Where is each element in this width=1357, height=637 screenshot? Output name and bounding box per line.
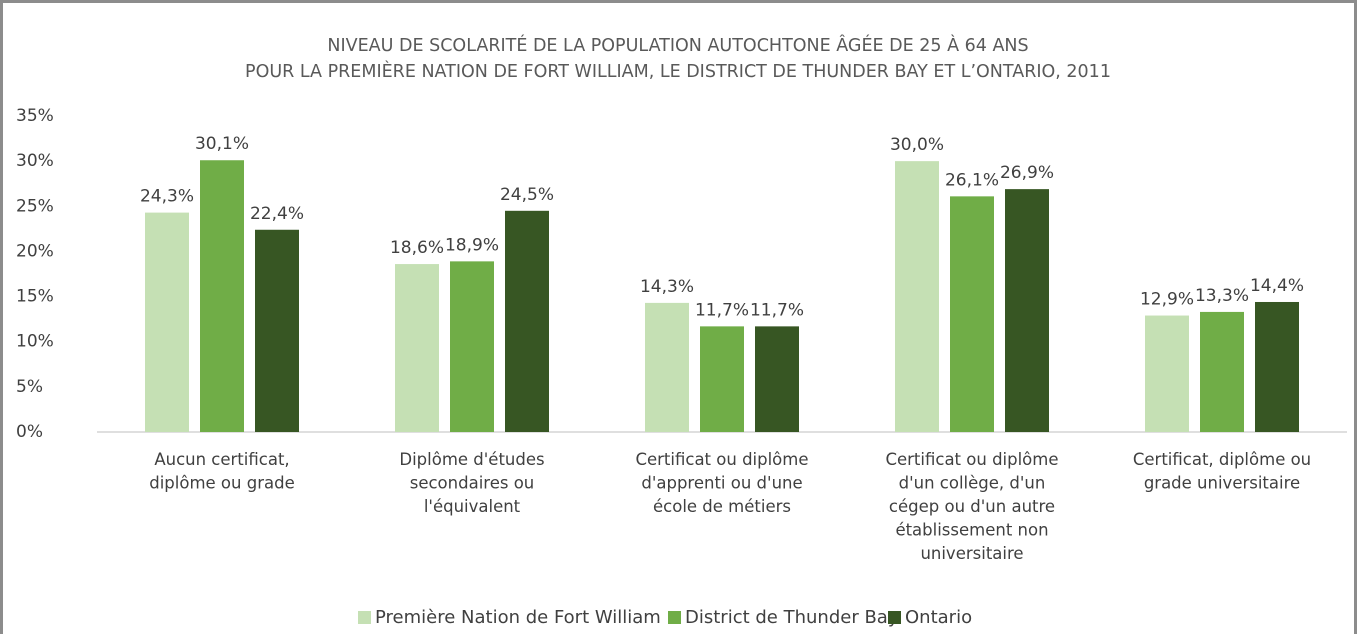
- x-tick-label: Aucun certificat, diplôme ou grade: [149, 450, 294, 493]
- y-tick-label: 15%: [16, 287, 54, 307]
- bar: [450, 261, 494, 432]
- y-tick-label: 20%: [16, 241, 54, 261]
- y-tick-label: 10%: [16, 332, 54, 352]
- x-tick-label: Certificat, diplôme ou grade universitair…: [1133, 450, 1311, 493]
- bar: [1145, 315, 1189, 432]
- y-tick-label: 5%: [16, 377, 43, 397]
- bar: [1255, 301, 1299, 432]
- value-label: 12,9%: [1140, 290, 1194, 310]
- value-label: 11,7%: [695, 300, 749, 320]
- x-tick-label: Diplôme d'études secondaires ou l'équivale…: [399, 450, 544, 516]
- value-label: 30,1%: [195, 134, 249, 154]
- bar: [505, 210, 549, 432]
- legend-swatch: [888, 611, 901, 624]
- bar: [755, 326, 799, 432]
- y-tick-label: 25%: [16, 196, 54, 216]
- y-tick-label: 30%: [16, 151, 54, 171]
- value-label: 22,4%: [250, 204, 304, 224]
- value-label: 14,4%: [1250, 276, 1304, 296]
- value-label: 24,3%: [140, 187, 194, 207]
- value-label: 30,0%: [890, 135, 944, 155]
- bar: [255, 229, 299, 432]
- x-tick-label: Certificat ou diplôme d'un collège, d'un c…: [885, 450, 1058, 563]
- value-label: 11,7%: [750, 300, 804, 320]
- bar: [1200, 311, 1244, 432]
- legend-swatch: [358, 611, 371, 624]
- value-label: 18,9%: [445, 235, 499, 255]
- legend-swatch: [668, 611, 681, 624]
- value-label: 24,5%: [500, 185, 554, 205]
- bar: [1005, 189, 1049, 432]
- value-label: 13,3%: [1195, 286, 1249, 306]
- bar: [645, 302, 689, 432]
- bar: [950, 196, 994, 432]
- x-tick-label: Certificat ou diplôme d'apprenti ou d'une…: [635, 450, 808, 516]
- bar: [700, 326, 744, 432]
- legend-label: Première Nation de Fort William: [375, 607, 661, 628]
- bar: [895, 161, 939, 432]
- value-label: 26,9%: [1000, 163, 1054, 183]
- bar: [200, 160, 244, 433]
- legend-label: District de Thunder Bay: [685, 607, 899, 628]
- y-tick-label: 0%: [16, 422, 43, 442]
- value-label: 14,3%: [640, 277, 694, 297]
- y-tick-label: 35%: [16, 106, 54, 126]
- chart-title: NIVEAU DE SCOLARITÉ DE LA POPULATION AUT…: [245, 34, 1111, 82]
- value-label: 18,6%: [390, 238, 444, 258]
- value-label: 26,1%: [945, 170, 999, 190]
- legend-label: Ontario: [905, 607, 972, 628]
- bar: [145, 212, 189, 432]
- bar: [395, 264, 439, 432]
